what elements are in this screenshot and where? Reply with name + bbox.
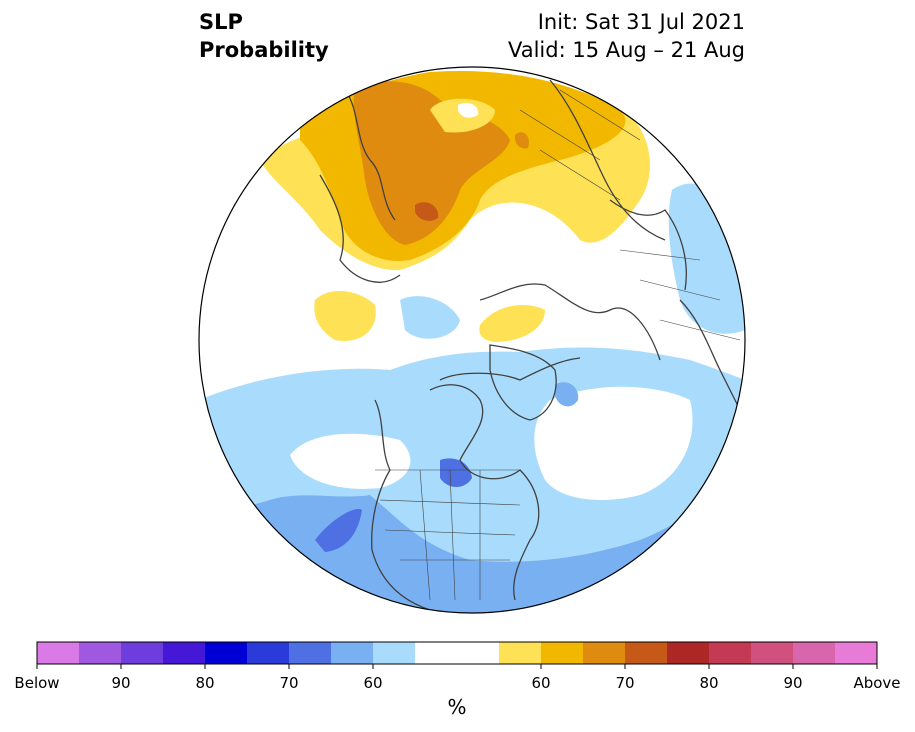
colorbar-swatch <box>583 642 626 664</box>
colorbar-swatch <box>205 642 248 664</box>
country-borders <box>375 89 741 601</box>
coastlines <box>319 79 741 611</box>
colorbar-tick-label: 90 <box>111 674 131 692</box>
colorbar-swatch <box>373 642 416 664</box>
above-55-arctic <box>479 305 545 342</box>
colorbar-swatch <box>37 642 80 664</box>
colorbar-swatch <box>499 642 542 664</box>
colorbar-tick-label: Above <box>853 674 901 692</box>
colorbar-swatch <box>163 642 206 664</box>
colorbar <box>36 641 878 669</box>
colorbar-border <box>36 641 878 665</box>
probability-fields <box>199 67 745 613</box>
colorbar-swatch <box>415 642 458 664</box>
colorbar-swatch <box>667 642 710 664</box>
colorbar-swatch <box>835 642 878 664</box>
colorbar-swatch <box>541 642 584 664</box>
colorbar-swatch <box>247 642 290 664</box>
below-60-greenland <box>555 382 579 407</box>
colorbar-tick-label: 60 <box>363 674 383 692</box>
colorbar-swatch <box>709 642 752 664</box>
title-variable: SLP Probability <box>199 8 329 64</box>
near-normal-pacific-hole <box>290 433 411 489</box>
globe-outline <box>198 66 746 614</box>
above-55-pacific <box>314 290 376 341</box>
colorbar-tick-label: 80 <box>699 674 719 692</box>
valid-date: Valid: 15 Aug – 21 Aug <box>507 38 745 62</box>
colorbar-tick-label: 70 <box>615 674 635 692</box>
init-date: Init: Sat 31 Jul 2021 <box>537 10 745 34</box>
above-65-spot-russia <box>514 132 529 149</box>
colorbar-tick-label: 90 <box>783 674 803 692</box>
below-55-atlantic <box>400 296 460 339</box>
colorbar-swatch <box>457 642 500 664</box>
below-65-pacific <box>315 509 362 552</box>
title-dates: Init: Sat 31 Jul 2021 Valid: 15 Aug – 21… <box>508 8 745 64</box>
near-normal-hole <box>458 103 479 118</box>
colorbar-swatch <box>751 642 794 664</box>
colorbar-tick-label: Below <box>14 674 60 692</box>
colorbar-tick-label: 70 <box>279 674 299 692</box>
title-variable-line1: SLP <box>199 10 243 34</box>
colorbar-tick-label: 80 <box>195 674 215 692</box>
colorbar-swatch <box>793 642 836 664</box>
near-normal-atlantic-hole <box>534 386 693 500</box>
colorbar-swatch <box>331 642 374 664</box>
colorbar-unit-label: % <box>447 695 467 719</box>
colorbar-swatch <box>625 642 668 664</box>
title-variable-line2: Probability <box>199 38 329 62</box>
colorbar-tick-label: 60 <box>531 674 551 692</box>
colorbar-swatch <box>289 642 332 664</box>
above-70-region <box>415 202 439 221</box>
colorbar-swatch <box>121 642 164 664</box>
colorbar-swatch <box>79 642 122 664</box>
